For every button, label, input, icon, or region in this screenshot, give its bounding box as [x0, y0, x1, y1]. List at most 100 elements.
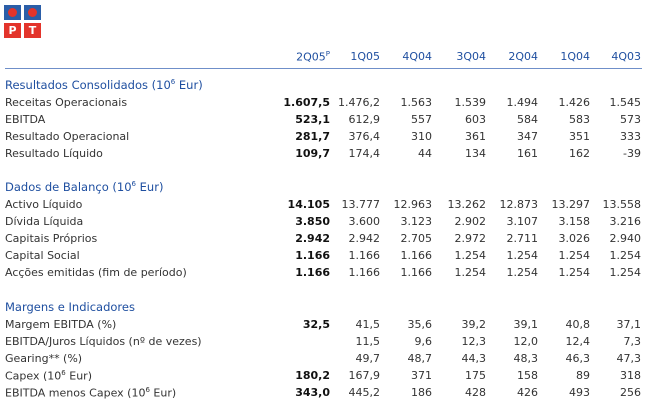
row-label-text: Resultado Operacional — [5, 130, 130, 143]
row-label-text: EBITDA menos Capex (10 — [5, 386, 146, 400]
table-cell: 584 — [517, 113, 538, 126]
table-cell: 134 — [465, 147, 486, 160]
row-label: Capex (106 Eur) — [5, 369, 92, 383]
table-cell: 7,3 — [623, 335, 642, 348]
table-cell: 14.105 — [287, 198, 330, 211]
table-cell: 333 — [620, 130, 641, 143]
table-cell: 281,7 — [295, 130, 330, 143]
table-cell: 3.026 — [558, 232, 591, 245]
table-row: Resultado Operacional 281,7 376,4 310 361 347… — [0, 130, 647, 146]
section-title-text: Resultados Consolidados (10 — [5, 78, 171, 92]
table-cell: 35,6 — [407, 318, 433, 331]
table-cell: 89 — [576, 369, 590, 382]
table-cell: 1.476,2 — [338, 96, 380, 109]
column-header-2q04: 2Q04 — [486, 50, 538, 66]
table-cell: 573 — [620, 113, 641, 126]
section-title: Dados de Balanço (106 Eur) — [5, 180, 163, 194]
row-label: Activo Líquido — [5, 198, 82, 211]
table-cell: 1.494 — [506, 96, 539, 109]
table-cell: 2.902 — [454, 215, 487, 228]
table-cell: 44 — [418, 147, 432, 160]
table-cell: 1.254 — [506, 266, 539, 279]
column-header-4q04: 4Q04 — [380, 50, 432, 66]
table-cell: 1.166 — [400, 249, 433, 262]
logo-blue-square-right — [24, 5, 41, 20]
table-cell: 13.262 — [447, 198, 487, 211]
table-cell: 1.254 — [558, 249, 591, 262]
table-cell: 2.711 — [506, 232, 539, 245]
table-row: EBITDA menos Capex (106 Eur) 343,0 445,2 18… — [0, 386, 647, 402]
column-header-4q03: 4Q03 — [589, 50, 641, 66]
column-header-text: 4Q03 — [611, 50, 641, 63]
pt-logo: P T — [4, 5, 41, 38]
table-cell: 49,7 — [355, 352, 381, 365]
table-cell: 1.254 — [558, 266, 591, 279]
table-cell: 1.166 — [348, 249, 381, 262]
table-cell: 426 — [517, 386, 538, 399]
row-label: Margem EBITDA (%) — [5, 318, 116, 331]
column-header-1q04: 1Q04 — [538, 50, 590, 66]
table-cell: 158 — [517, 369, 538, 382]
table-cell: 376,4 — [348, 130, 381, 143]
table-cell: 13.777 — [341, 198, 381, 211]
table-cell: 12.963 — [393, 198, 433, 211]
table-cell: 351 — [569, 130, 590, 143]
table-cell: 1.166 — [348, 266, 381, 279]
table-cell: 180,2 — [295, 369, 330, 382]
table-cell: 186 — [411, 386, 432, 399]
table-cell: 37,1 — [616, 318, 642, 331]
column-header-2q05: 2Q05P — [278, 50, 330, 66]
table-cell: 361 — [465, 130, 486, 143]
table-cell: 32,5 — [302, 318, 330, 331]
table-cell: 1.166 — [295, 249, 330, 262]
table-row: Acções emitidas (fim de período) 1.166 1.1… — [0, 266, 647, 282]
row-label: EBITDA menos Capex (106 Eur) — [5, 386, 176, 400]
column-header-text: 1Q04 — [560, 50, 590, 63]
table-cell: 3.107 — [506, 215, 539, 228]
row-label-sup: 6 — [145, 386, 150, 394]
table-cell: 41,5 — [355, 318, 381, 331]
table-cell: 1.254 — [609, 266, 642, 279]
table-row: Receitas Operacionais 1.607,5 1.476,2 1.563… — [0, 96, 647, 112]
table-cell: 3.158 — [558, 215, 591, 228]
table-cell: 583 — [569, 113, 590, 126]
row-label-text: Acções emitidas (fim de período) — [5, 266, 187, 279]
table-row: EBITDA/Juros Líquidos (nº de vezes) 11,5 9… — [0, 335, 647, 351]
table-cell: 603 — [465, 113, 486, 126]
table-cell: 12,3 — [461, 335, 487, 348]
table-cell: 11,5 — [355, 335, 381, 348]
table-row: Capital Social 1.166 1.166 1.166 1.254 1.254 1… — [0, 249, 647, 265]
section-title-sup: 6 — [170, 78, 176, 87]
table-cell: 493 — [569, 386, 590, 399]
table-cell: 3.600 — [348, 215, 381, 228]
table-cell: 1.539 — [454, 96, 487, 109]
table-cell: 39,2 — [461, 318, 487, 331]
table-cell: 39,1 — [513, 318, 539, 331]
table-cell: 445,2 — [348, 386, 381, 399]
row-label-text: Margem EBITDA (%) — [5, 318, 117, 331]
table-cell: 1.563 — [400, 96, 433, 109]
logo-red-square-right: T — [24, 23, 41, 38]
section-title-end: Eur) — [175, 78, 203, 92]
section-title: Resultados Consolidados (106 Eur) — [5, 78, 203, 92]
table-cell: 2.972 — [454, 232, 487, 245]
table-row: Capex (106 Eur) 180,2 167,9 371 175 158 89 318 — [0, 369, 647, 385]
header-rule — [5, 68, 642, 69]
row-label: Resultado Líquido — [5, 147, 103, 160]
table-row: Gearing** (%) 49,7 48,7 44,3 48,3 46,3 47,3 — [0, 352, 647, 368]
column-header-3q04: 3Q04 — [434, 50, 486, 66]
row-label: Gearing** (%) — [5, 352, 82, 365]
table-cell: 174,4 — [348, 147, 381, 160]
table-row: Margem EBITDA (%) 32,5 41,5 35,6 39,2 39,1 40,… — [0, 318, 647, 334]
table-cell: 47,3 — [616, 352, 642, 365]
table-cell: 167,9 — [348, 369, 381, 382]
table-cell: 557 — [411, 113, 432, 126]
row-label-end: Eur) — [65, 369, 92, 383]
row-label-end: Eur) — [149, 386, 177, 400]
table-cell: 2.942 — [348, 232, 381, 245]
table-row: Activo Líquido 14.105 13.777 12.963 13.262 12… — [0, 198, 647, 214]
row-label: Acções emitidas (fim de período) — [5, 266, 187, 279]
row-label-text: Activo Líquido — [5, 198, 83, 211]
table-cell: 12,4 — [565, 335, 591, 348]
logo-red-square-left: P — [4, 23, 21, 38]
